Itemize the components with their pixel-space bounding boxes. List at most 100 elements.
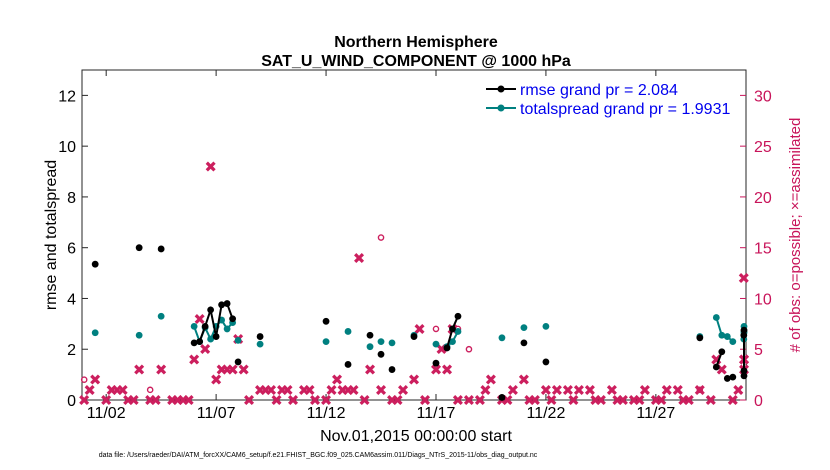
obs-assimilated-point: ✖ — [479, 382, 492, 399]
obs-possible-point — [80, 376, 88, 383]
rmse-point — [207, 306, 215, 314]
rmse-point — [432, 359, 440, 367]
x-tick-label: 11/22 — [526, 405, 565, 422]
obs-assimilated-point: ✖ — [529, 393, 542, 410]
obs-assimilated-point: ✖ — [298, 382, 311, 399]
legend-label-rmse: rmse grand pr = 2.084 — [520, 82, 678, 99]
rmse-point — [449, 325, 456, 333]
obs-assimilated-point: ✖ — [551, 382, 564, 399]
obs-assimilated-point: ✖ — [215, 362, 228, 379]
obs-assimilated-point: ✖ — [281, 382, 294, 399]
obs-assimilated-point: ✖ — [562, 382, 575, 399]
y-tick-label: 6 — [67, 241, 76, 258]
obs-assimilated-point: ✖ — [353, 250, 366, 267]
obs-assimilated-point: ✖ — [683, 393, 696, 410]
obs-assimilated-point: ✖ — [149, 393, 162, 410]
totalspread-point — [542, 322, 550, 330]
totalspread-point — [718, 331, 726, 339]
obs-assimilated-point: ✖ — [386, 393, 399, 410]
obs-assimilated-point: ✖ — [419, 393, 432, 410]
obs-assimilated-point: ✖ — [100, 393, 113, 410]
rmse-point — [712, 363, 720, 371]
totalspread-point — [91, 329, 99, 337]
totalspread-point — [223, 325, 231, 333]
rmse-point — [218, 301, 226, 309]
rmse-point — [740, 326, 748, 334]
obs-assimilated-point: ✖ — [155, 362, 168, 379]
y-tick-label: 10 — [58, 139, 76, 156]
totalspread-point — [454, 328, 462, 335]
legend-label-totalspread: totalspread grand pr = 1.9931 — [520, 101, 730, 118]
obs-assimilated-point: ✖ — [589, 393, 602, 410]
rmse-point — [520, 339, 528, 347]
obs-assimilated-point: ✖ — [133, 362, 146, 379]
obs-assimilated-point: ✖ — [182, 393, 195, 410]
totalspread-point — [432, 340, 440, 348]
obs-assimilated-point: ✖ — [199, 342, 212, 359]
obs-possible-point — [465, 345, 473, 353]
rmse-point — [410, 333, 418, 340]
obs-assimilated-point: ✖ — [611, 393, 624, 410]
rmse-point — [498, 394, 506, 401]
totalspread-point — [207, 335, 215, 343]
totalspread-point — [256, 340, 264, 348]
obs-assimilated-point: ✖ — [523, 393, 536, 410]
obs-assimilated-point: ✖ — [358, 393, 371, 410]
y2-axis-title: # of obs: o=possible; ×=assimilated — [787, 118, 804, 353]
rmse-point — [157, 245, 165, 253]
y2-tick-label: 10 — [754, 291, 772, 308]
x-tick-label: 11/17 — [417, 405, 456, 422]
rmse-point — [740, 372, 748, 380]
obs-assimilated-point: ✖ — [617, 393, 630, 410]
x-tick-label: 11/12 — [307, 405, 346, 422]
obs-assimilated-point: ✖ — [309, 393, 322, 410]
obs-assimilated-point: ✖ — [391, 393, 404, 410]
rmse-point — [344, 361, 352, 368]
rmse-point — [542, 358, 550, 366]
obs-assimilated-point: ✖ — [265, 382, 278, 399]
totalspread-point — [344, 328, 352, 335]
obs-assimilated-point: ✖ — [320, 393, 333, 410]
rmse-point — [377, 350, 385, 358]
totalspread-point — [234, 336, 242, 344]
obs-assimilated-point: ✖ — [485, 372, 498, 389]
rmse-point — [729, 373, 737, 381]
rmse-point — [696, 334, 704, 342]
obs-assimilated-point: ✖ — [111, 382, 124, 399]
rmse-point — [256, 333, 264, 340]
rmse-point — [388, 366, 396, 373]
y2-tick-label: 15 — [754, 241, 772, 258]
obs-assimilated-point: ✖ — [606, 382, 619, 399]
obs-assimilated-point: ✖ — [226, 362, 239, 379]
obs-assimilated-point: ✖ — [364, 362, 377, 379]
rmse-point — [322, 317, 330, 325]
x-tick-label: 11/07 — [197, 405, 236, 422]
totalspread-point — [377, 338, 385, 346]
obs-assimilated-point: ✖ — [122, 393, 135, 410]
y-axis-left: 0 2 4 6 8 10 12 — [58, 88, 88, 410]
obs-assimilated-point: ✖ — [452, 393, 465, 410]
totalspread-point — [322, 338, 330, 346]
rmse-point — [234, 358, 242, 366]
obs-assimilated-point: ✖ — [171, 393, 184, 410]
obs-assimilated-point: ✖ — [584, 382, 597, 399]
obs-possible-point — [146, 386, 154, 394]
obs-assimilated-point: ✖ — [705, 393, 718, 410]
obs-assimilated-point: ✖ — [441, 362, 454, 379]
y-axis-right: 0 5 10 15 20 25 30 — [740, 88, 772, 410]
obs-assimilated-point: ✖ — [83, 382, 96, 399]
obs-assimilated-point: ✖ — [342, 382, 355, 399]
obs-assimilated-point: ✖ — [408, 372, 421, 389]
obs-assimilated-point: ✖ — [210, 372, 223, 389]
rmse-point — [196, 338, 204, 346]
obs-assimilated-point: ✖ — [259, 382, 272, 399]
obs-assimilated-point: ✖ — [166, 393, 179, 410]
obs-assimilated-point: ✖ — [567, 393, 580, 410]
obs-assimilated-point: ✖ — [254, 382, 267, 399]
totalspread-point — [135, 331, 143, 339]
obs-assimilated-point: ✖ — [105, 382, 118, 399]
totalspread-point — [712, 314, 720, 321]
rmse-point — [223, 300, 231, 307]
legend-marker-rmse — [497, 85, 505, 93]
y-tick-label: 8 — [67, 190, 76, 207]
